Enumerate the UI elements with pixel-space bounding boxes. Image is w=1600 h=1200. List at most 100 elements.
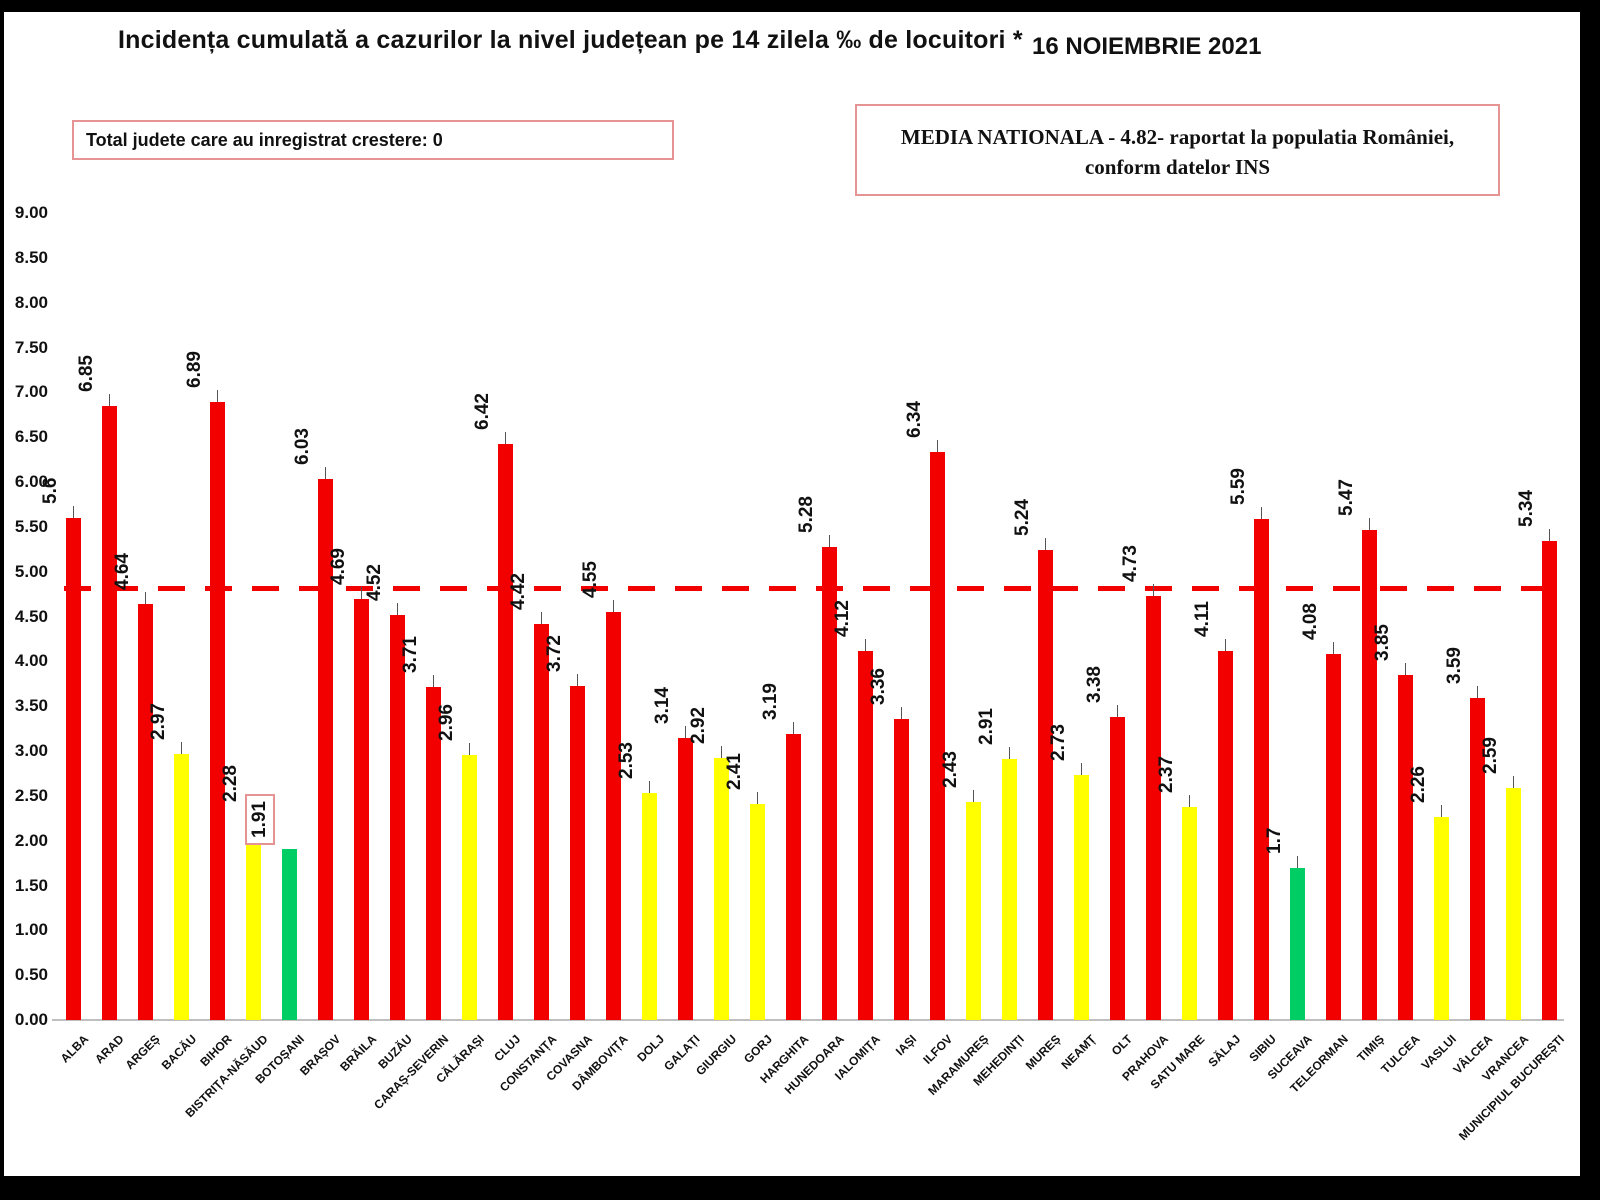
national-average-line1: MEDIA NATIONALA - 4.82- raportat la popu… <box>900 125 1455 149</box>
category-label-TULCEA: TULCEA <box>1378 1032 1423 1077</box>
value-label-leader-HARGHITA <box>793 721 794 734</box>
value-label-leader-ARGEȘ <box>145 591 146 604</box>
bar-CLUJ <box>497 444 513 1020</box>
bar-ARGEȘ <box>137 603 153 1020</box>
value-label-BACĂU: 2.97 <box>148 702 169 740</box>
value-label-ARAD: 6.85 <box>76 354 97 392</box>
value-label-VASLUI: 2.26 <box>1408 766 1429 804</box>
value-label-CĂLĂRAȘI: 2.96 <box>436 703 457 741</box>
bar-BIHOR <box>209 402 225 1020</box>
value-label-leader-COVASNA <box>577 674 578 687</box>
value-label-DÂMBOVIȚA: 4.55 <box>580 561 601 599</box>
y-axis-tick-5.50: 5.50 <box>14 516 48 536</box>
value-label-TIMIȘ: 5.47 <box>1336 478 1357 516</box>
value-label-leader-VASLUI <box>1441 805 1442 818</box>
value-label-leader-ARAD <box>109 393 110 406</box>
value-label-leader-CONSTANȚA <box>541 611 542 624</box>
category-label-ALBA: ALBA <box>57 1032 91 1066</box>
value-label-leader-OLT <box>1117 704 1118 717</box>
bar-GIURGIU <box>713 758 729 1020</box>
value-label-leader-VRANCEA <box>1513 775 1514 788</box>
category-label-DOLJ: DOLJ <box>634 1032 667 1065</box>
bar-CĂLĂRAȘI <box>461 754 477 1020</box>
value-label-MEHEDINȚI: 2.91 <box>976 708 997 746</box>
bar-BRĂILA <box>353 599 369 1020</box>
category-label-OLT: OLT <box>1108 1032 1135 1059</box>
value-label-BOTOȘANI: 1.91 <box>245 793 275 845</box>
value-label-PRAHOVA: 4.73 <box>1120 544 1141 582</box>
value-label-leader-HUNEDOARA <box>829 534 830 547</box>
frame-right <box>1580 0 1600 1200</box>
bar-CONSTANȚA <box>533 623 549 1020</box>
bar-MEHEDINȚI <box>1001 759 1017 1020</box>
value-label-leader-CĂLĂRAȘI <box>469 742 470 755</box>
value-label-ARGEȘ: 4.64 <box>112 552 133 590</box>
value-label-SUCEAVA: 1.7 <box>1264 827 1285 854</box>
value-label-leader-CARAȘ-SEVERIN <box>433 675 434 688</box>
bar-VÂLCEA <box>1469 698 1485 1020</box>
value-label-TULCEA: 3.85 <box>1372 623 1393 661</box>
value-label-IAȘI: 3.36 <box>868 667 889 705</box>
bar-ILFOV <box>929 451 945 1020</box>
value-label-leader-SUCEAVA <box>1297 855 1298 868</box>
value-label-leader-TULCEA <box>1405 662 1406 675</box>
value-label-BRĂILA: 4.69 <box>328 548 349 586</box>
value-label-TELEORMAN: 4.08 <box>1300 603 1321 641</box>
value-label-MARAMUREȘ: 2.43 <box>940 751 961 789</box>
chart-title: Incidența cumulată a cazurilor la nivel … <box>118 26 1023 54</box>
y-axis-tick-7.00: 7.00 <box>14 382 48 402</box>
bar-BOTOȘANI <box>281 848 297 1020</box>
value-label-leader-GORJ <box>757 791 758 804</box>
bar-DOLJ <box>641 793 657 1020</box>
value-label-MUREȘ: 5.24 <box>1012 499 1033 537</box>
bar-CARAȘ-SEVERIN <box>425 687 441 1020</box>
bar-ARAD <box>101 405 117 1020</box>
value-label-BISTRIȚA-NĂSĂUD: 2.28 <box>220 764 241 802</box>
frame-left <box>0 0 4 1200</box>
value-label-leader-DOLJ <box>649 781 650 794</box>
value-label-leader-PRAHOVA <box>1153 583 1154 596</box>
bar-SIBIU <box>1253 518 1269 1020</box>
bar-BACĂU <box>173 753 189 1020</box>
bar-COVASNA <box>569 686 585 1020</box>
national-average-box: MEDIA NATIONALA - 4.82- raportat la popu… <box>855 104 1500 196</box>
bar-OLT <box>1109 716 1125 1020</box>
value-label-HUNEDOARA: 5.28 <box>796 495 817 533</box>
y-axis-tick-5.00: 5.00 <box>14 561 48 581</box>
category-label-SIBIU: SIBIU <box>1246 1032 1279 1065</box>
national-average-dashed-line <box>64 585 1556 591</box>
bar-MUNICIPIUL BUCUREȘTI <box>1541 541 1557 1020</box>
value-label-leader-ILFOV <box>937 439 938 452</box>
y-axis-tick-0.00: 0.00 <box>14 1010 48 1029</box>
bar-SĂLAJ <box>1217 651 1233 1020</box>
bar-SATU MARE <box>1181 807 1197 1020</box>
category-label-CLUJ: CLUJ <box>490 1032 523 1065</box>
bar-VRANCEA <box>1505 787 1521 1020</box>
value-label-GALAȚI: 3.14 <box>652 687 673 725</box>
bar-BISTRIȚA-NĂSĂUD <box>245 815 261 1020</box>
value-label-SIBIU: 5.59 <box>1228 467 1249 505</box>
bar-MARAMUREȘ <box>965 802 981 1020</box>
value-label-ILFOV: 6.34 <box>904 400 925 438</box>
value-label-IALOMIȚA: 4.12 <box>832 599 853 637</box>
bar-HUNEDOARA <box>821 546 837 1020</box>
value-label-CLUJ: 6.42 <box>472 393 493 431</box>
value-label-leader-MARAMUREȘ <box>973 790 974 803</box>
bar-IAȘI <box>893 718 909 1020</box>
frame-bottom <box>0 1176 1600 1200</box>
value-label-CONSTANȚA: 4.42 <box>508 572 529 610</box>
value-label-leader-SIBIU <box>1261 506 1262 519</box>
bar-DÂMBOVIȚA <box>605 612 621 1020</box>
value-label-leader-BUZĂU <box>397 602 398 615</box>
y-axis-tick-3.00: 3.00 <box>14 741 48 760</box>
value-label-CARAȘ-SEVERIN: 3.71 <box>400 636 421 674</box>
bar-MUREȘ <box>1037 550 1053 1020</box>
y-axis-tick-4.50: 4.50 <box>14 606 48 626</box>
x-axis-line <box>52 1019 1564 1021</box>
category-label-SĂLAJ: SĂLAJ <box>1205 1032 1243 1070</box>
value-label-SĂLAJ: 4.11 <box>1192 601 1213 638</box>
value-label-leader-TIMIȘ <box>1369 517 1370 530</box>
bar-BRAȘOV <box>317 479 333 1020</box>
